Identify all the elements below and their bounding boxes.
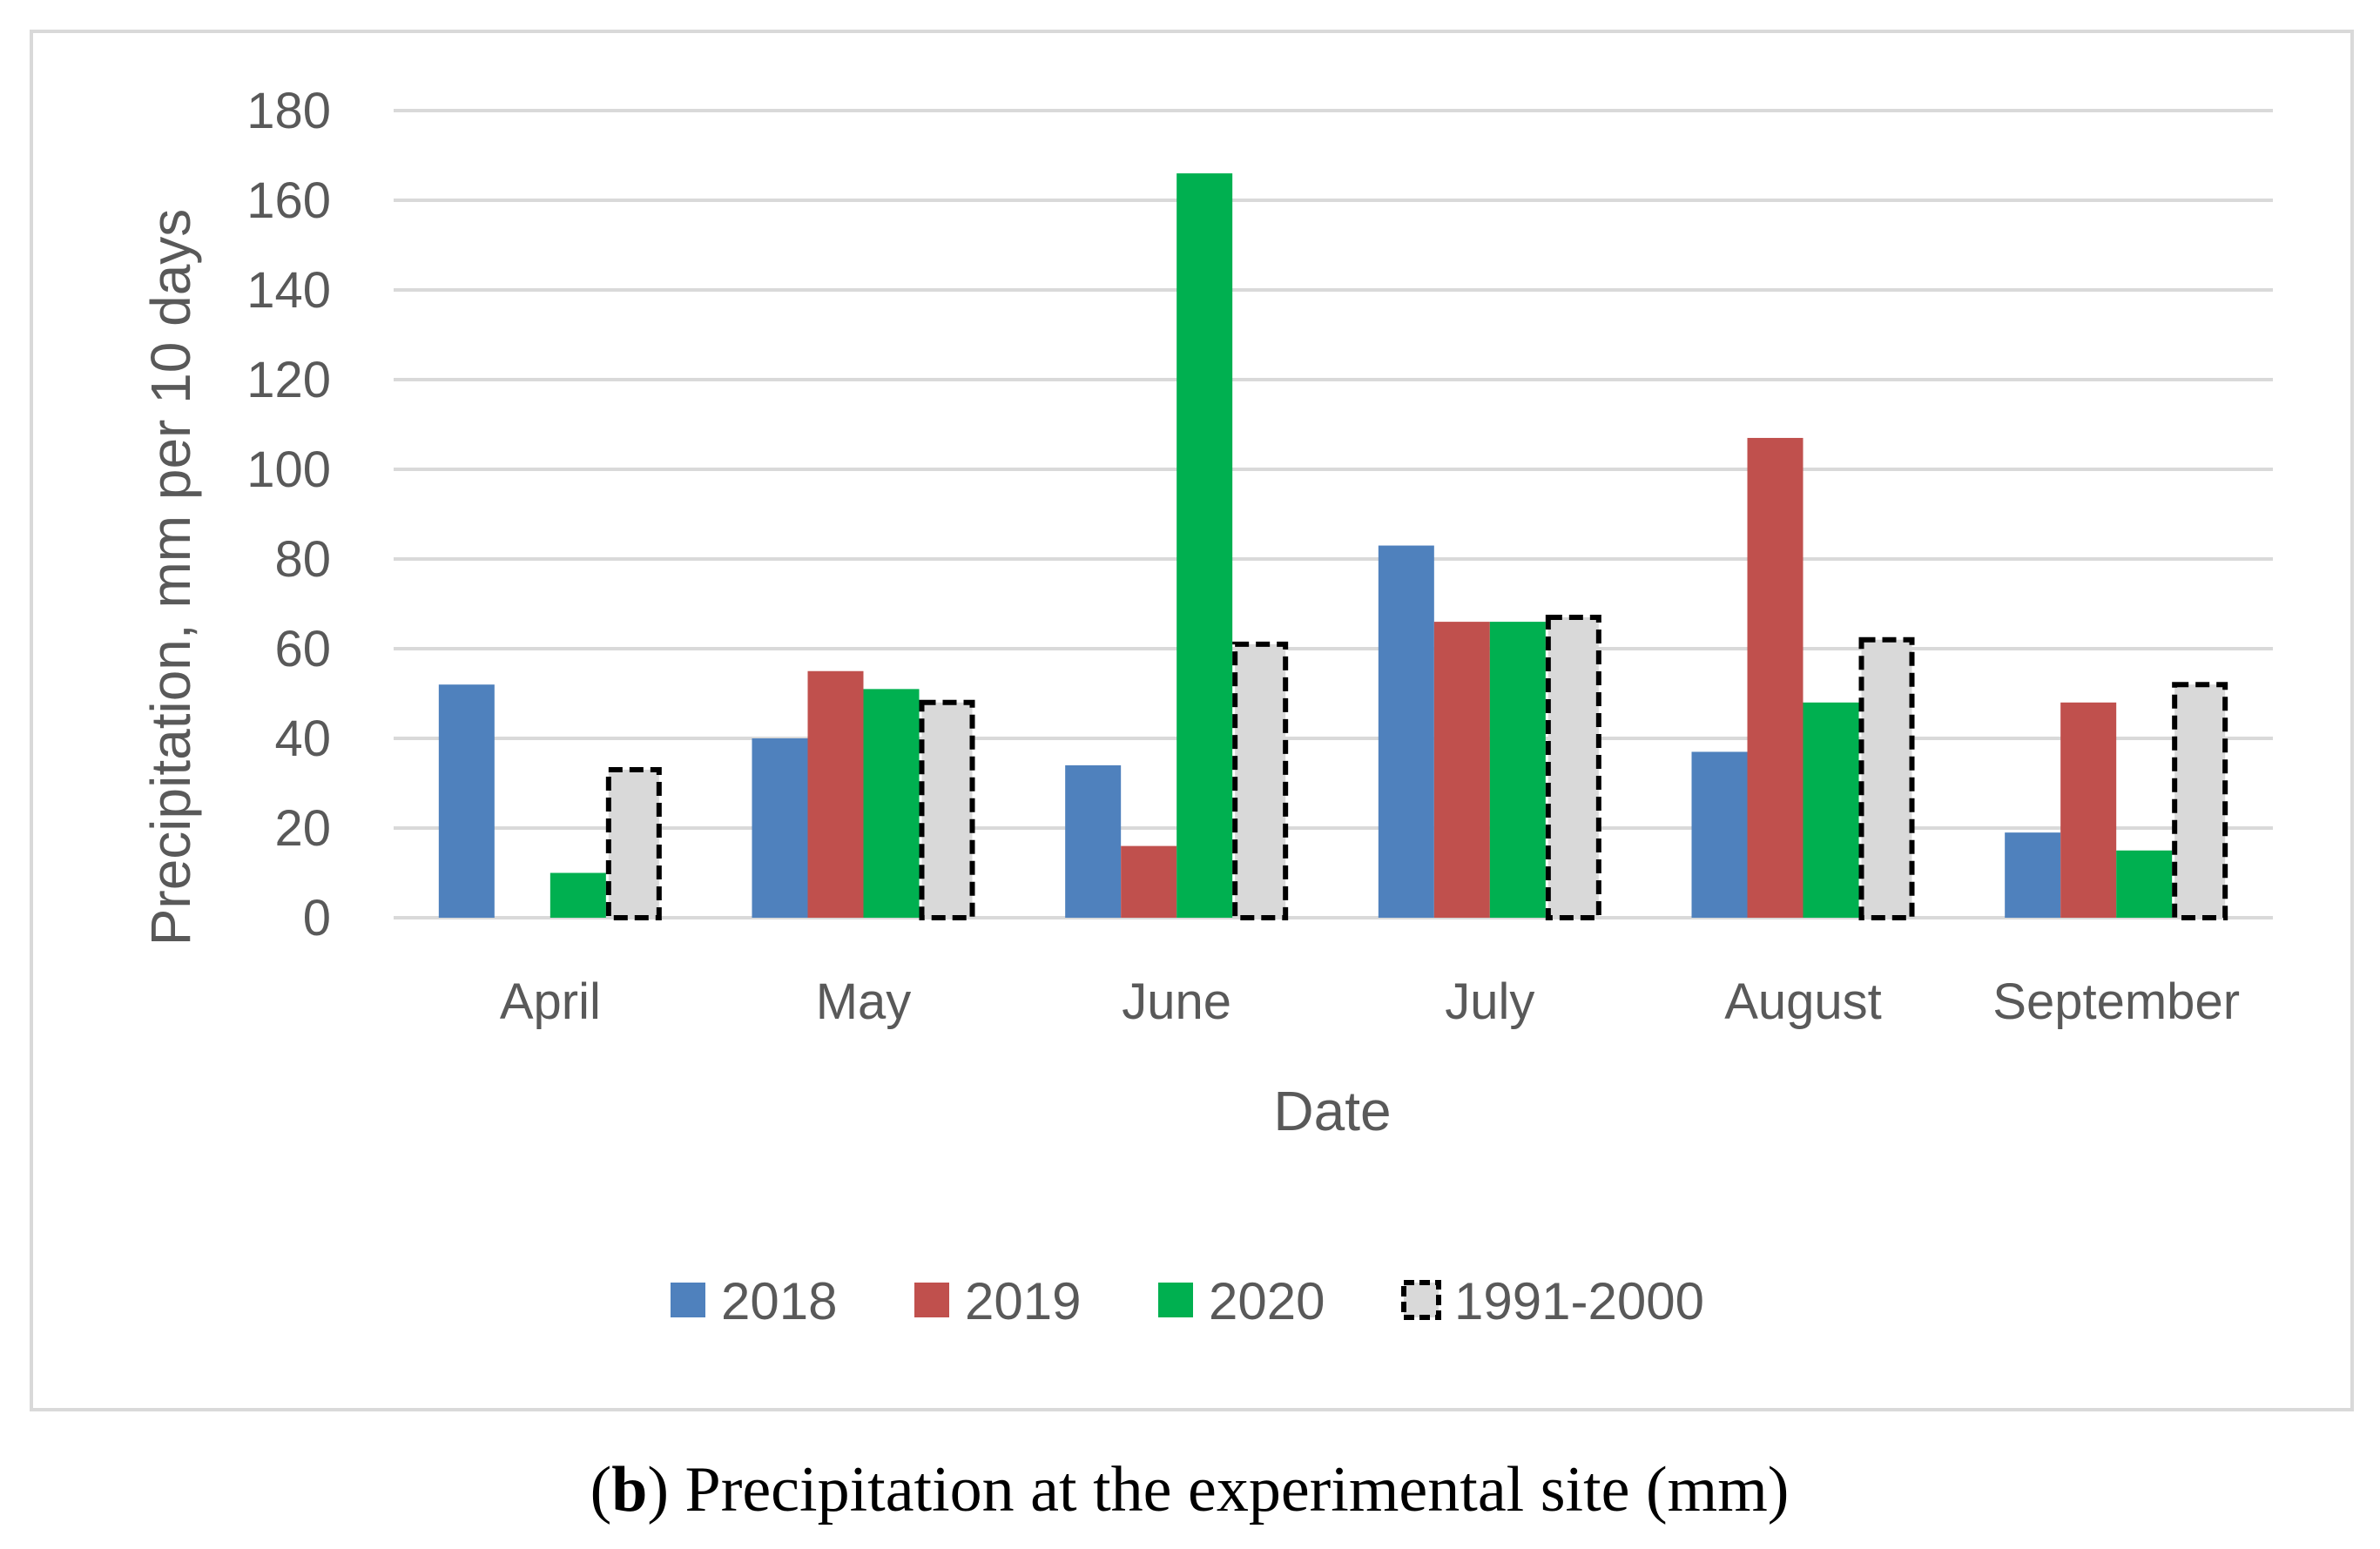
- bar-2018-June: [1065, 764, 1122, 918]
- x-axis-title: Date: [1273, 1080, 1391, 1142]
- bar-2019-July: [1433, 622, 1490, 918]
- y-tick-label: 80: [274, 531, 331, 588]
- legend-label-2020: 2020: [1209, 1272, 1325, 1330]
- y-tick-label: 40: [274, 711, 331, 767]
- bar-2018-July: [1378, 545, 1434, 918]
- bar-2020-August: [1803, 702, 1859, 918]
- y-axis-title: Precipitation, mm per 10 days: [139, 209, 202, 946]
- legend-swatch-2020: [1158, 1283, 1193, 1317]
- bar-2018-August: [1691, 751, 1748, 918]
- legend-label-2019: 2019: [965, 1272, 1081, 1330]
- bar-2019-August: [1747, 437, 1804, 918]
- y-tick-label: 20: [274, 800, 331, 857]
- y-tick-label: 0: [303, 890, 331, 946]
- y-tick-label: 120: [246, 352, 331, 408]
- bar-2019-June: [1121, 845, 1177, 918]
- bar-1991-2000-May: [919, 699, 975, 920]
- legend-label-1991-2000: 1991-2000: [1454, 1272, 1704, 1330]
- bar-2018-September: [2005, 832, 2061, 918]
- bar-2018-May: [752, 738, 808, 918]
- y-tick-label: 140: [246, 262, 331, 319]
- gridlines: [394, 109, 2273, 919]
- bar-2018-April: [438, 684, 495, 918]
- y-tick-label: 100: [246, 441, 331, 498]
- x-tick-label: April: [500, 973, 601, 1030]
- legend-label-2018: 2018: [721, 1272, 837, 1330]
- bar-1991-2000-June: [1232, 641, 1289, 920]
- bar-1991-2000-July: [1545, 614, 1601, 920]
- caption-letter: b: [611, 1454, 647, 1525]
- y-axis-ticks: 0 20 40 60 80 100 120 140 160 180: [246, 83, 331, 946]
- y-tick-label: 160: [246, 172, 331, 229]
- x-tick-label: May: [816, 973, 912, 1030]
- x-tick-label: September: [1992, 973, 2240, 1030]
- caption-text: ) Precipitation at the experimental site…: [647, 1454, 1789, 1525]
- legend: 2018 2019 2020 1991-2000: [671, 1272, 1704, 1330]
- legend-swatch-2018: [671, 1283, 705, 1317]
- x-tick-label: August: [1724, 973, 1882, 1030]
- x-axis-ticks: April May June July August September: [500, 973, 2240, 1030]
- bar-2020-September: [2116, 850, 2173, 918]
- legend-swatch-1991-2000: [1401, 1280, 1441, 1320]
- y-tick-label: 60: [274, 621, 331, 677]
- legend-swatch-2019: [914, 1283, 949, 1317]
- bar-1991-2000-August: [1858, 636, 1915, 920]
- bar-2019-September: [2060, 702, 2117, 918]
- bar-2020-April: [549, 872, 606, 918]
- bar-1991-2000-April: [605, 767, 662, 920]
- caption-open-paren: (: [590, 1454, 612, 1525]
- y-tick-label: 180: [246, 83, 331, 139]
- bar-2020-July: [1489, 622, 1546, 918]
- x-tick-label: July: [1445, 973, 1534, 1030]
- figure-caption: (b) Precipitation at the experimental si…: [590, 1454, 1790, 1525]
- bar-2019-May: [807, 670, 864, 918]
- bar-2020-May: [863, 689, 920, 918]
- bars: [438, 173, 2228, 920]
- bar-1991-2000-September: [2172, 682, 2228, 920]
- x-tick-label: June: [1122, 973, 1231, 1030]
- bar-2020-June: [1177, 173, 1233, 919]
